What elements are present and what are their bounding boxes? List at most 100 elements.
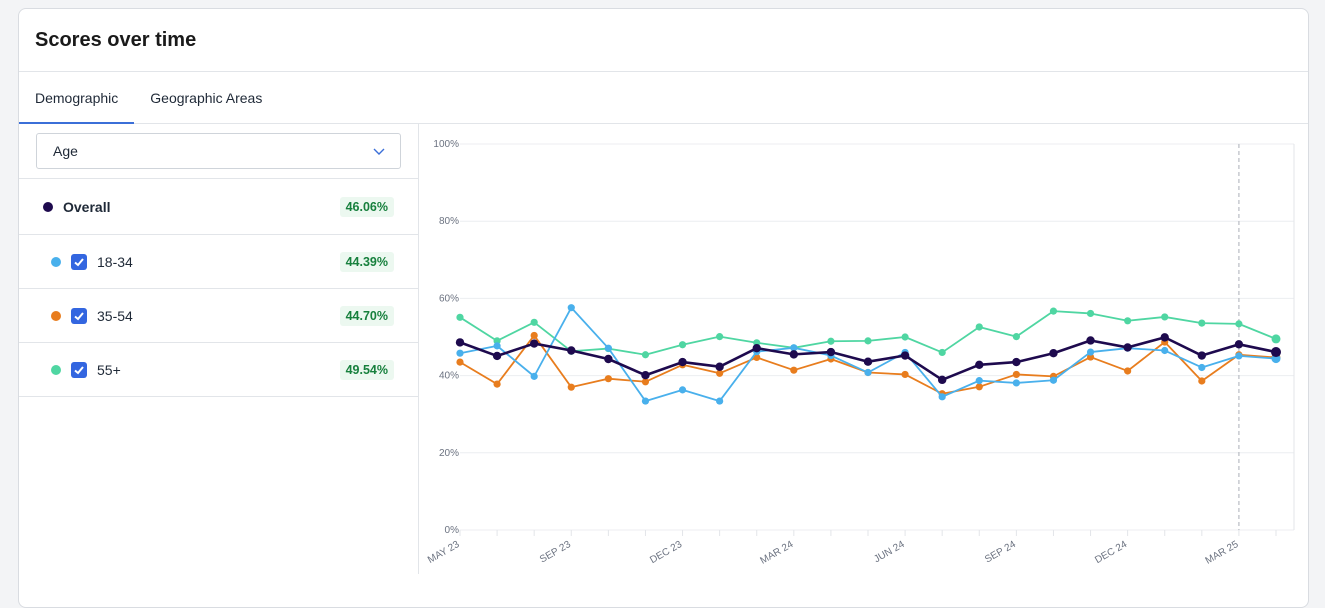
x-tick-label: SEP 23 [538,539,573,566]
data-point [863,357,873,366]
data-point [1012,379,1020,387]
y-tick-label: 20% [439,448,459,459]
data-point [753,353,761,362]
legend-row-overall: Overall 46.06% [19,179,418,235]
data-point [938,348,946,357]
checkbox-18-34[interactable] [71,253,87,270]
data-point [1161,313,1169,321]
data-point [1049,376,1058,384]
checkbox-35-54[interactable] [71,307,87,324]
age-dropdown[interactable]: Age [36,133,401,169]
data-point [1086,353,1095,361]
score-badge: 44.70% [339,305,394,326]
data-point [1124,317,1132,325]
data-point [752,343,761,353]
y-tick-label: 80% [439,216,459,227]
legend-panel: Age Overall 46.06% [19,124,419,574]
data-point [716,369,724,377]
data-point [900,351,910,360]
checkmark-icon [74,365,84,374]
data-point [530,331,538,340]
overall-score-badge: 46.06% [339,196,394,217]
data-point [1235,352,1243,360]
data-point [1271,334,1281,344]
x-tick-label: MAR 24 [759,539,796,567]
data-point [1124,367,1132,375]
data-point [604,354,613,364]
data-point [790,366,798,374]
data-point [1012,333,1020,341]
filter-wrap: Age [19,124,418,179]
data-point [827,337,835,345]
data-point [1086,309,1095,318]
data-point [1123,343,1132,352]
y-tick-label: 0% [445,525,460,536]
legend-row-35-54: 35-54 44.70% [19,289,418,343]
data-point [1160,333,1169,342]
x-tick-label: DEC 24 [1093,539,1129,566]
legend-label: 35-54 [97,307,133,324]
data-point [678,386,687,394]
data-point [789,350,799,359]
x-tick-label: SEP 24 [983,539,1018,566]
y-tick-label: 60% [439,293,459,304]
overall-label: Overall [63,198,111,215]
data-point [530,372,538,380]
line-chart: 0% 20% 40% 60% 80% 100% MAY 23 SEP 23 DEC 23 MAR … [426,139,1295,567]
legend-label: 18-34 [97,253,133,270]
data-point [1086,348,1095,356]
x-tick-label: MAY 23 [426,539,462,566]
data-point [901,370,909,379]
data-point [604,375,612,383]
data-point [716,333,724,341]
checkbox-55-plus[interactable] [71,361,87,378]
x-tick-label: MAR 25 [1204,539,1241,567]
data-point [975,377,983,385]
card-title: Scores over time [35,28,197,51]
card-header: Scores over time [19,9,1308,72]
checkmark-icon [74,257,84,266]
data-point [456,313,464,321]
score-badge: 49.54% [339,359,394,380]
data-point [493,342,501,350]
data-point [493,337,501,345]
data-point [864,337,872,345]
y-tick-label: 100% [433,139,459,150]
data-point [678,357,687,367]
data-point [938,393,946,401]
dropdown-value: Age [53,143,78,159]
x-tick-label: DEC 23 [648,539,684,566]
data-point [901,333,909,341]
chart-area: 0% 20% 40% 60% 80% 100% MAY 23 SEP 23 DEC 23 MAR … [419,124,1308,574]
data-point [641,371,650,380]
data-point [455,338,465,347]
scores-card: Scores over time Demographic Geographic … [18,8,1309,608]
data-point [1049,307,1058,315]
data-point [790,344,798,352]
tab-demographic[interactable]: Demographic [19,72,135,124]
data-point [1235,320,1243,328]
data-point [826,347,836,357]
data-point [678,341,687,349]
score-badge: 44.39% [339,251,394,272]
series-dot [51,310,61,321]
data-point [715,362,724,371]
series-dot [51,364,61,375]
data-point [975,383,983,391]
data-point [1197,351,1207,360]
series-line-55- [459,310,1277,356]
chevron-down-icon [373,148,385,155]
legend-row-18-34: 18-34 44.39% [19,235,418,289]
tab-geographic-areas[interactable]: Geographic Areas [150,89,263,106]
data-point [716,397,724,405]
data-point [1161,346,1169,355]
legend-row-55-plus: 55+ 49.54% [19,343,418,397]
data-point [567,304,575,312]
overall-dot [43,201,53,212]
data-point [493,380,501,388]
data-point [1198,319,1206,327]
data-point [975,360,984,369]
tab-bar: Demographic Geographic Areas [19,72,1308,124]
data-point [1086,336,1095,345]
data-point [1012,370,1020,379]
